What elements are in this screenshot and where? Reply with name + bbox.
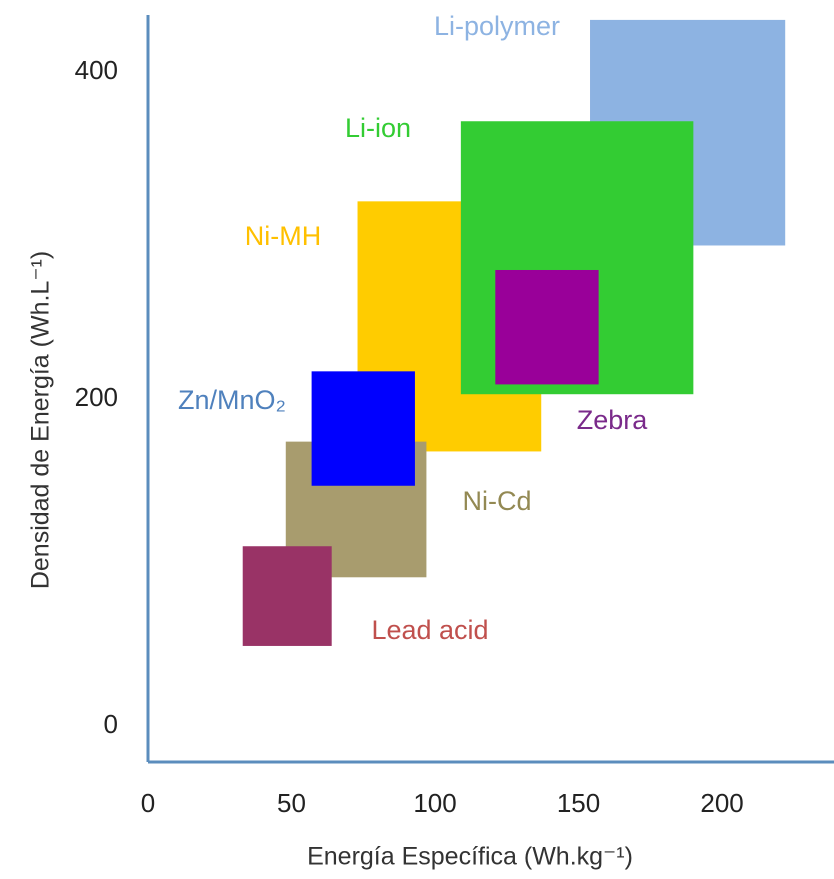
box-label: Ni-Cd xyxy=(462,486,531,516)
y-tick-label: 200 xyxy=(75,382,118,412)
y-axis-title: Densidad de Energía (Wh.L⁻¹) xyxy=(27,251,55,589)
x-tick-label: 100 xyxy=(413,788,456,818)
box-label: Ni-MH xyxy=(245,221,321,251)
y-tick-label: 400 xyxy=(75,55,118,85)
box-label: Lead acid xyxy=(371,615,488,645)
y-tick-label: 0 xyxy=(104,709,118,739)
x-tick-label: 150 xyxy=(557,788,600,818)
x-axis-title: Energía Específica (Wh.kg⁻¹) xyxy=(307,843,633,871)
box-label: Zn/MnO₂ xyxy=(178,385,286,415)
box-label: Zebra xyxy=(577,405,649,435)
x-tick-label: 200 xyxy=(700,788,743,818)
box-label: Li-ion xyxy=(345,113,411,143)
range-box xyxy=(242,546,332,646)
range-box xyxy=(495,269,599,385)
x-tick-label: 50 xyxy=(277,788,306,818)
box-label: Li-polymer xyxy=(434,11,560,41)
x-tick-label: 0 xyxy=(141,788,155,818)
range-box xyxy=(311,371,415,486)
